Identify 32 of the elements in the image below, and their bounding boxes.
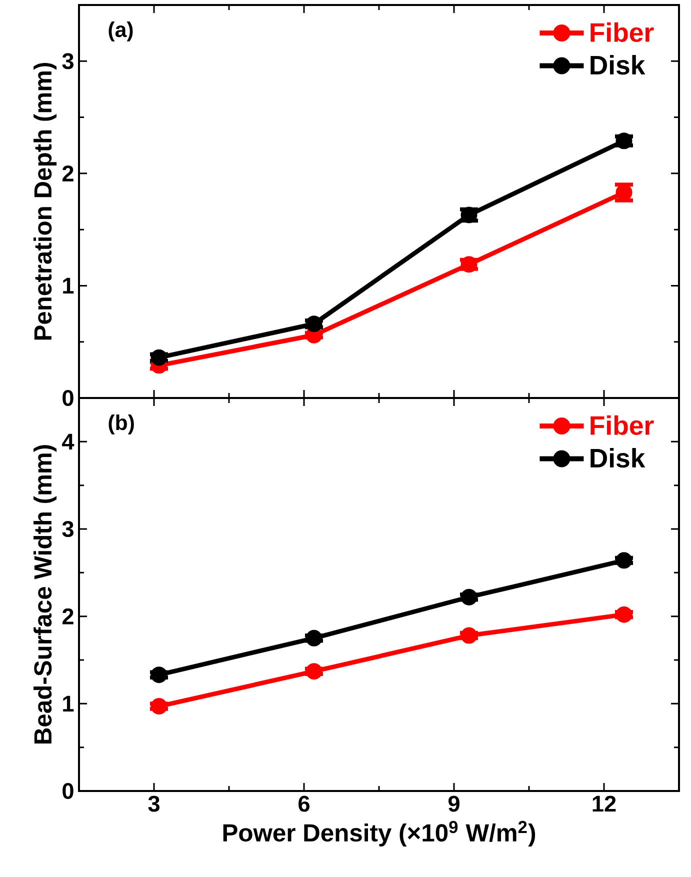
- point: [306, 630, 322, 646]
- y-tick-label: 4: [62, 434, 74, 450]
- x-tick-label: 9: [448, 796, 460, 812]
- y-tick-label: 2: [62, 166, 74, 182]
- point: [460, 588, 478, 606]
- y-tick-label: 3: [62, 520, 74, 538]
- x-tick-label: 6: [298, 796, 310, 812]
- y-tick-label: 3: [62, 53, 74, 70]
- annotation: (a): [108, 22, 133, 42]
- point: [306, 316, 322, 332]
- point: [306, 663, 322, 680]
- y-axis-title: Bead-Surface Width (mm): [34, 445, 57, 744]
- point: [460, 627, 478, 644]
- y-tick-label: 1: [63, 696, 74, 712]
- y-axis-title: Penetration Depth (mm): [34, 62, 57, 340]
- y-tick-label: 1: [63, 278, 74, 294]
- point: [150, 349, 168, 366]
- x-tick-label: 12: [592, 796, 616, 812]
- annotation: (b): [108, 414, 134, 434]
- legend-label: Fiber: [590, 415, 654, 435]
- x-axis-title: Power Density (×10$^{9}$ W/m$^{2}$): [223, 820, 536, 846]
- y-tick-label: 2: [62, 608, 74, 624]
- point: [150, 666, 168, 684]
- legend-label: Fiber: [590, 22, 654, 42]
- point: [150, 698, 168, 715]
- y-tick-label: 0: [62, 390, 74, 406]
- x-tick-label: 3: [148, 796, 160, 812]
- legend-label: Disk: [590, 55, 646, 75]
- y-tick-label: 0: [62, 782, 74, 800]
- legend-label: Disk: [590, 448, 646, 468]
- point: [616, 552, 632, 569]
- point: [616, 606, 632, 623]
